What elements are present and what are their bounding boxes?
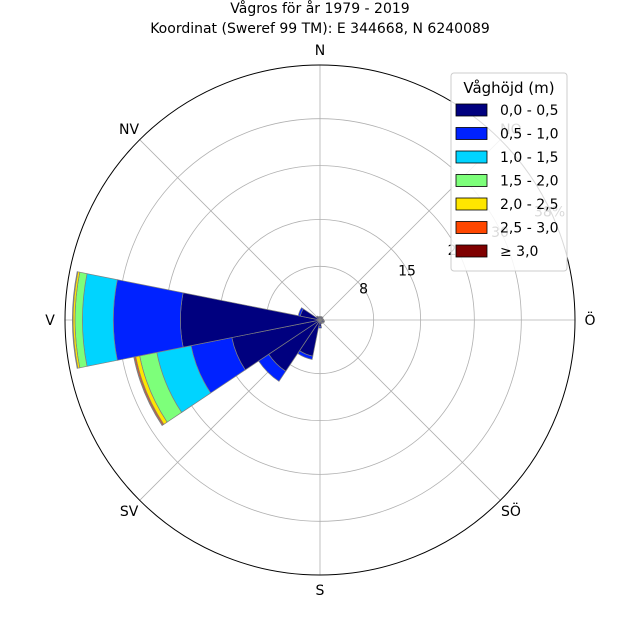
polar-frame xyxy=(64,64,576,576)
chart-title: Vågros för år 1979 - 2019 xyxy=(230,0,409,17)
sector-14-bin-1 xyxy=(315,315,319,319)
legend-label-5: 2,5 - 3,0 xyxy=(500,221,558,237)
grid-spoke-7 xyxy=(139,139,321,321)
legend-swatch-0 xyxy=(455,103,488,117)
radial-tick-0: 8 xyxy=(359,281,368,297)
radial-tick-1: 15 xyxy=(398,263,416,279)
direction-label-7: NV xyxy=(119,122,139,138)
rose-sectors xyxy=(72,271,326,426)
grid-spoke-3 xyxy=(319,319,501,501)
chart-subtitle: Koordinat (Sweref 99 TM): E 344668, N 62… xyxy=(150,21,490,37)
legend-swatch-1 xyxy=(455,127,488,140)
direction-label-6: V xyxy=(45,313,55,329)
direction-label-4: S xyxy=(316,583,325,599)
sector-12-bin-5 xyxy=(72,271,79,369)
legend-label-1: 0,5 - 1,0 xyxy=(500,127,558,143)
direction-label-5: SV xyxy=(120,504,139,520)
legend: Våghöjd (m) 0,0 - 0,5 0,5 - 1,0 1,0 - 1,5 1… xyxy=(450,72,568,272)
sector-12-bin-1 xyxy=(113,279,184,361)
direction-label-2: Ö xyxy=(584,311,595,329)
legend-swatch-3 xyxy=(455,174,488,187)
direction-label-3: SÖ xyxy=(501,502,521,520)
sector-12-bin-2 xyxy=(82,273,118,367)
legend-label-3: 1,5 - 2,0 xyxy=(500,174,558,190)
outer-circle xyxy=(64,64,576,576)
sector-15-bin-1 xyxy=(317,315,320,318)
sector-13-bin-1 xyxy=(297,307,304,317)
legend-swatch-2 xyxy=(455,150,488,164)
legend-title: Våghöjd (m) xyxy=(463,79,554,97)
sector-2-bin-1 xyxy=(321,316,324,319)
legend-swatch-4 xyxy=(455,197,488,211)
legend-label-4: 2,0 - 2,5 xyxy=(500,197,558,213)
legend-swatch-5 xyxy=(455,221,488,234)
legend-label-0: 0,0 - 0,5 xyxy=(500,103,558,119)
legend-swatch-6 xyxy=(455,244,488,258)
legend-label-2: 1,0 - 1,5 xyxy=(500,150,558,166)
legend-label-6: ≥ 3,0 xyxy=(500,244,538,260)
direction-label-0: N xyxy=(315,43,325,59)
